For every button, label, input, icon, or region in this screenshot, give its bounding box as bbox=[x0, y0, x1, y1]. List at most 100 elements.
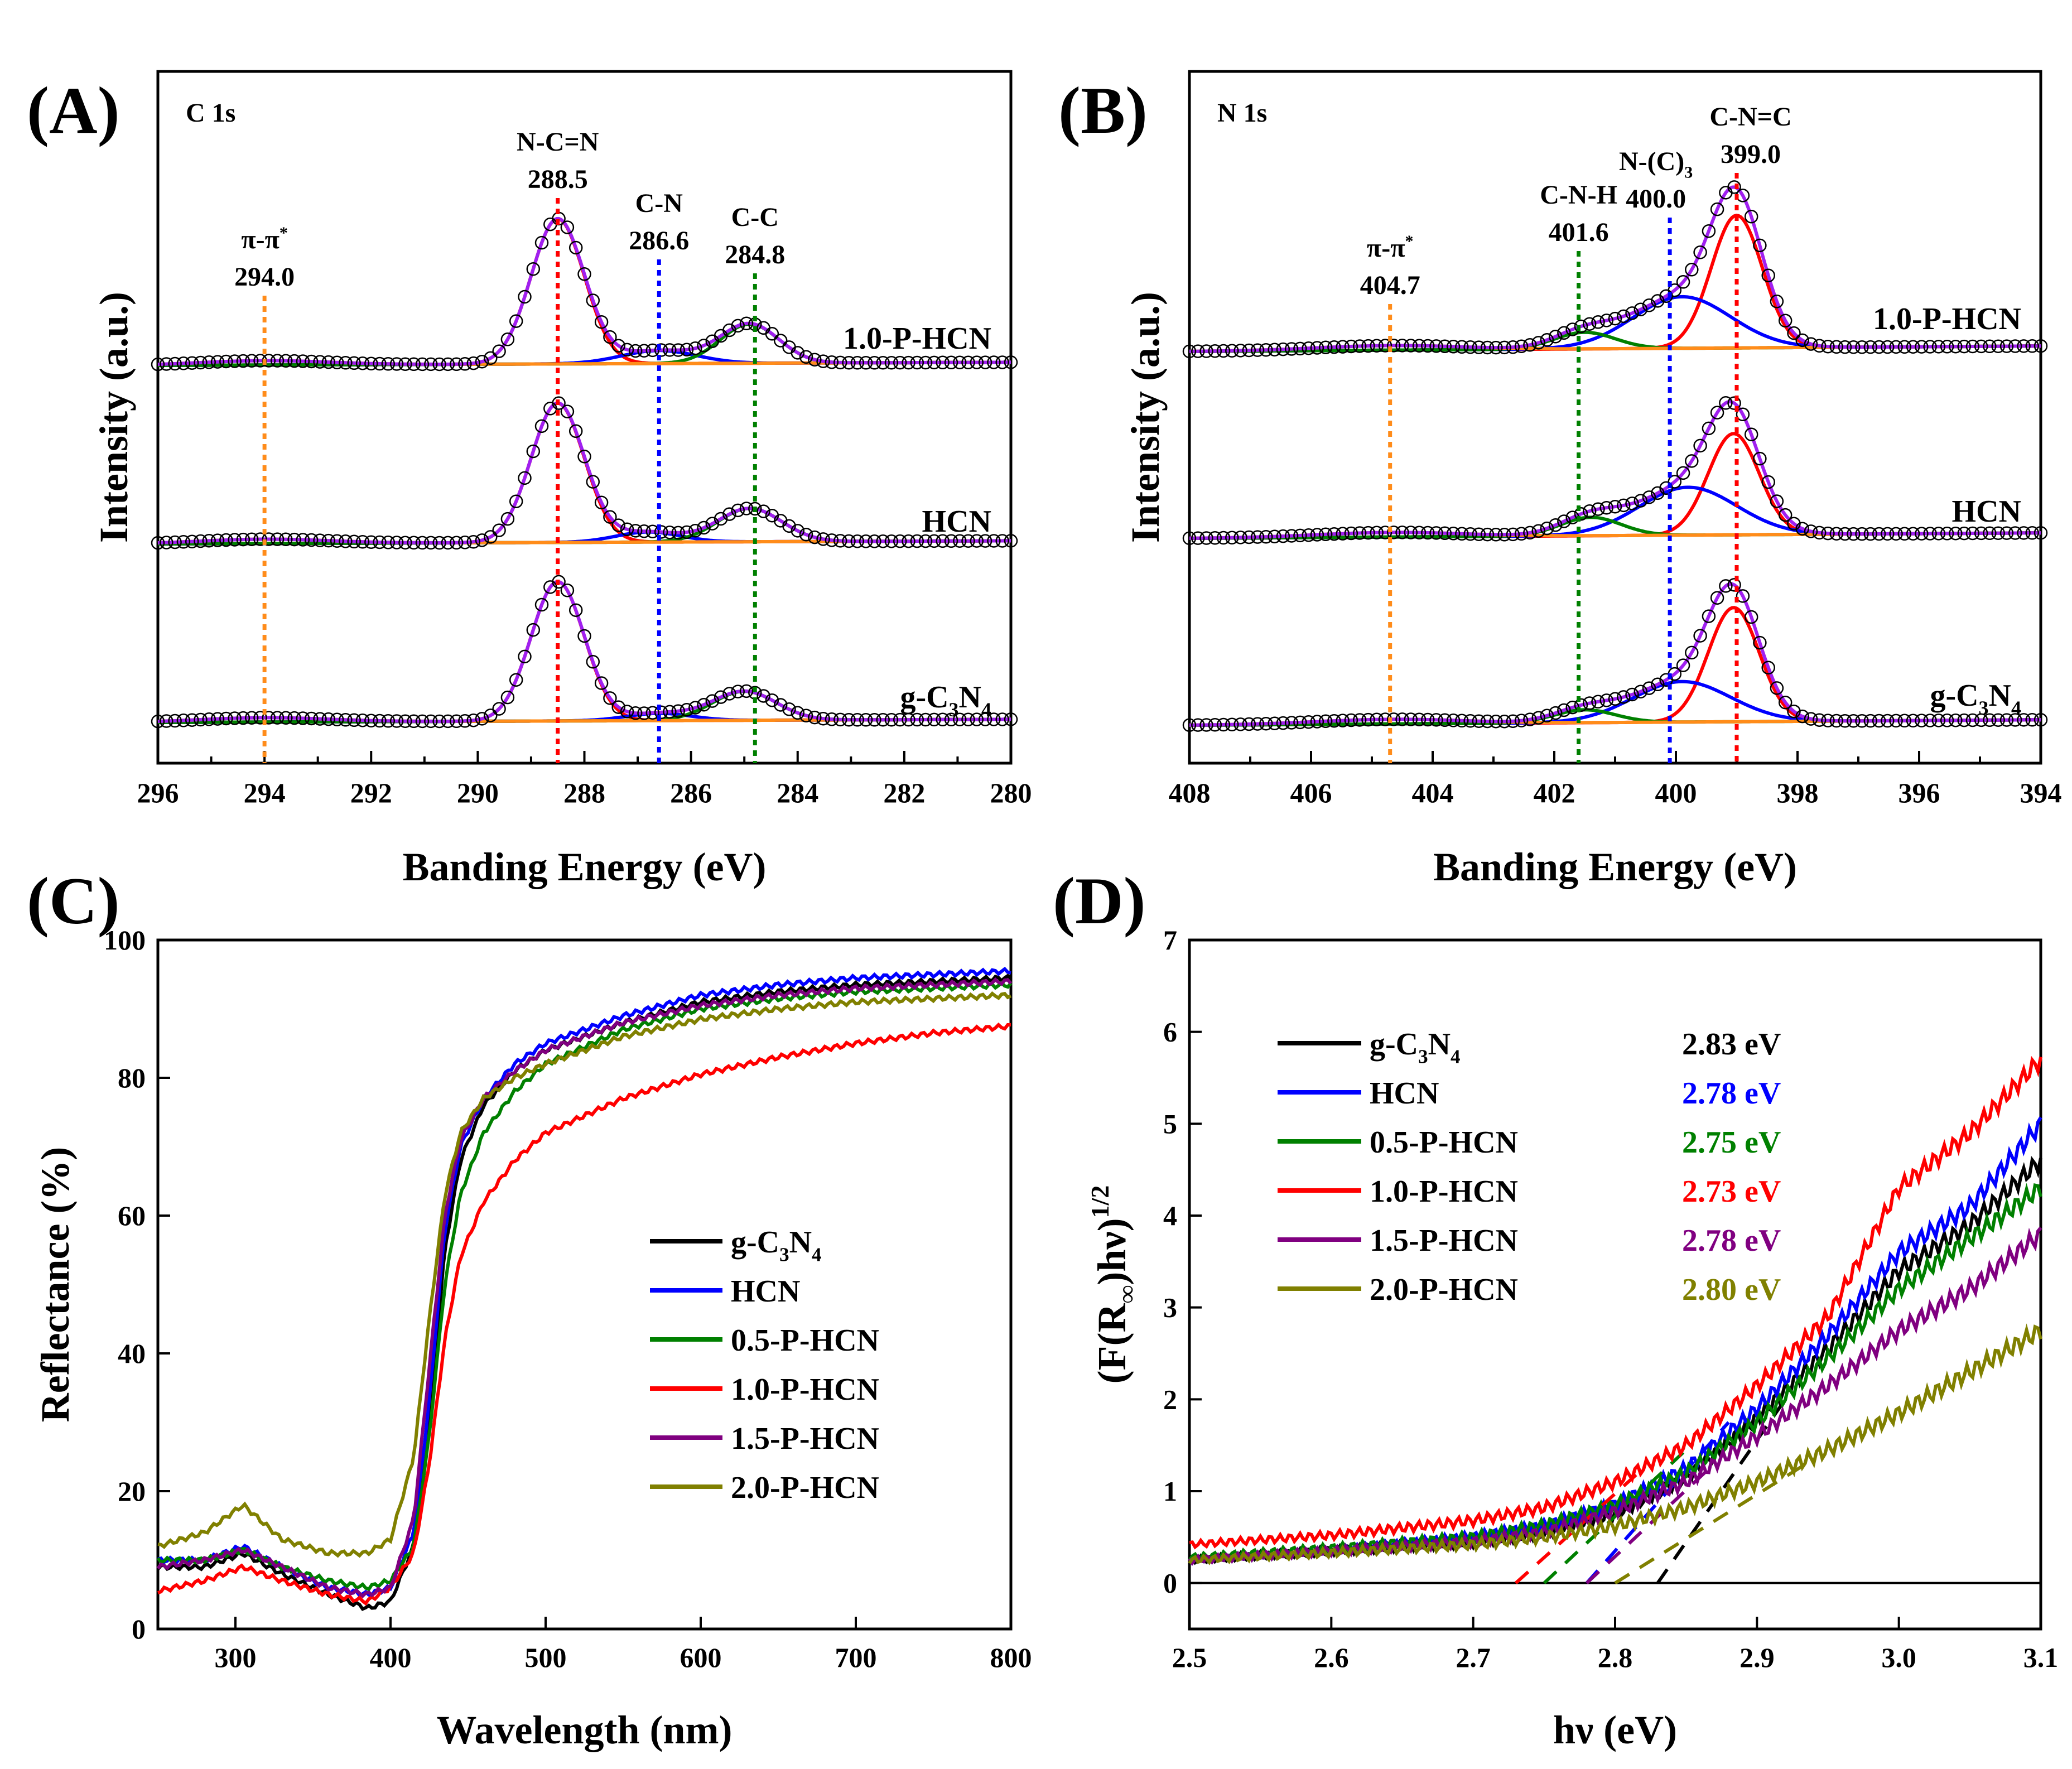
data-point bbox=[1318, 527, 1333, 542]
data-point bbox=[961, 534, 975, 548]
data-point bbox=[884, 712, 899, 727]
data-point bbox=[1514, 339, 1529, 353]
data-point bbox=[927, 712, 941, 727]
data-point bbox=[228, 533, 242, 547]
data-point bbox=[1795, 333, 1809, 348]
data-point bbox=[244, 532, 259, 546]
x-tick-label: 404 bbox=[1412, 777, 1454, 808]
tangent-line bbox=[1614, 1457, 1815, 1585]
peak-energy-label: 286.6 bbox=[629, 226, 689, 256]
data-point bbox=[791, 706, 805, 720]
data-point bbox=[1702, 421, 1716, 436]
data-point bbox=[1540, 708, 1554, 723]
data-point bbox=[449, 357, 464, 372]
data-point bbox=[1293, 341, 1307, 356]
data-point bbox=[970, 355, 984, 369]
y-tick-label: 0 bbox=[132, 1613, 146, 1645]
x-axis-title: Banding Energy (eV) bbox=[402, 845, 766, 889]
legend-label-sub: 3 bbox=[779, 1244, 789, 1266]
legend-label: HCN bbox=[1370, 1076, 1439, 1111]
data-point bbox=[688, 341, 702, 355]
legend-label-mid: N bbox=[789, 1225, 812, 1260]
data-point bbox=[799, 350, 813, 364]
data-point bbox=[1847, 340, 1861, 354]
data-point bbox=[842, 712, 856, 727]
data-point bbox=[1216, 531, 1231, 545]
data-point bbox=[620, 522, 634, 537]
data-point bbox=[526, 623, 541, 637]
data-point bbox=[637, 344, 651, 358]
data-point bbox=[970, 534, 984, 548]
data-point bbox=[1753, 451, 1767, 466]
data-point bbox=[722, 687, 736, 701]
data-point bbox=[1506, 340, 1520, 354]
data-point bbox=[756, 504, 770, 518]
data-point bbox=[697, 339, 711, 353]
data-point bbox=[1931, 714, 1946, 727]
peak-name-label: C-C bbox=[731, 203, 779, 232]
series-label-sub: 3 bbox=[1979, 697, 1989, 719]
data-point bbox=[1199, 718, 1213, 732]
data-point bbox=[475, 354, 489, 369]
data-point bbox=[1191, 718, 1205, 732]
y-axis-title: Intensity (a.u.) bbox=[1123, 292, 1168, 543]
data-point bbox=[663, 526, 677, 539]
data-point bbox=[918, 534, 933, 548]
x-tick-label: 600 bbox=[680, 1642, 722, 1673]
x-tick-label: 292 bbox=[350, 777, 392, 808]
y-axis-title: Reflectance (%) bbox=[33, 1147, 78, 1423]
data-point bbox=[518, 471, 532, 485]
data-point bbox=[398, 714, 412, 728]
data-point bbox=[1268, 529, 1281, 543]
data-point bbox=[1965, 713, 1980, 727]
data-point bbox=[1302, 341, 1316, 355]
x-axis-title: Wavelength (nm) bbox=[437, 1708, 733, 1752]
data-point bbox=[313, 712, 327, 726]
panel-C: (C) 300 400 500 600 700 800 0 20 40 60 80 100 Wavelen… bbox=[27, 864, 1032, 1752]
data-point bbox=[1770, 494, 1784, 508]
data-point bbox=[1812, 339, 1827, 353]
data-point bbox=[270, 532, 285, 546]
data-point bbox=[160, 536, 174, 550]
data-point bbox=[492, 523, 506, 537]
data-point bbox=[987, 355, 1001, 369]
data-point bbox=[902, 712, 915, 727]
data-point bbox=[1259, 343, 1273, 357]
data-point bbox=[1438, 526, 1452, 541]
series-line-2.0-P-HCN bbox=[157, 991, 1012, 1558]
data-point bbox=[1668, 283, 1682, 297]
data-point bbox=[1617, 690, 1631, 704]
data-point bbox=[1259, 716, 1273, 731]
data-point bbox=[2025, 713, 2039, 727]
data-point bbox=[2034, 712, 2048, 727]
series-label-main: g-C bbox=[1930, 678, 1978, 713]
data-point bbox=[816, 354, 830, 368]
data-point bbox=[1744, 610, 1758, 624]
data-point bbox=[927, 534, 941, 548]
data-point bbox=[1582, 696, 1597, 710]
data-point bbox=[799, 527, 813, 542]
data-point bbox=[355, 356, 370, 370]
fit-component bbox=[158, 580, 1011, 724]
series-label-sub: 3 bbox=[949, 698, 959, 721]
data-point bbox=[645, 706, 660, 720]
data-point bbox=[1608, 311, 1622, 326]
data-point bbox=[518, 649, 532, 664]
data-point bbox=[868, 534, 881, 548]
peak-name-label-main: C-N=C bbox=[1709, 102, 1791, 132]
data-point bbox=[168, 535, 182, 550]
data-point bbox=[432, 536, 446, 550]
data-point bbox=[1438, 713, 1452, 727]
data-point bbox=[628, 524, 643, 538]
data-point bbox=[1361, 339, 1375, 353]
data-point bbox=[1633, 302, 1648, 316]
data-point bbox=[714, 512, 728, 526]
data-point bbox=[1421, 526, 1435, 540]
data-point bbox=[355, 534, 370, 549]
data-point bbox=[586, 293, 600, 307]
data-point bbox=[509, 673, 523, 687]
data-point bbox=[1455, 527, 1469, 541]
data-point bbox=[910, 355, 924, 370]
x-tick-label: 406 bbox=[1290, 777, 1332, 808]
data-point bbox=[1685, 645, 1699, 660]
